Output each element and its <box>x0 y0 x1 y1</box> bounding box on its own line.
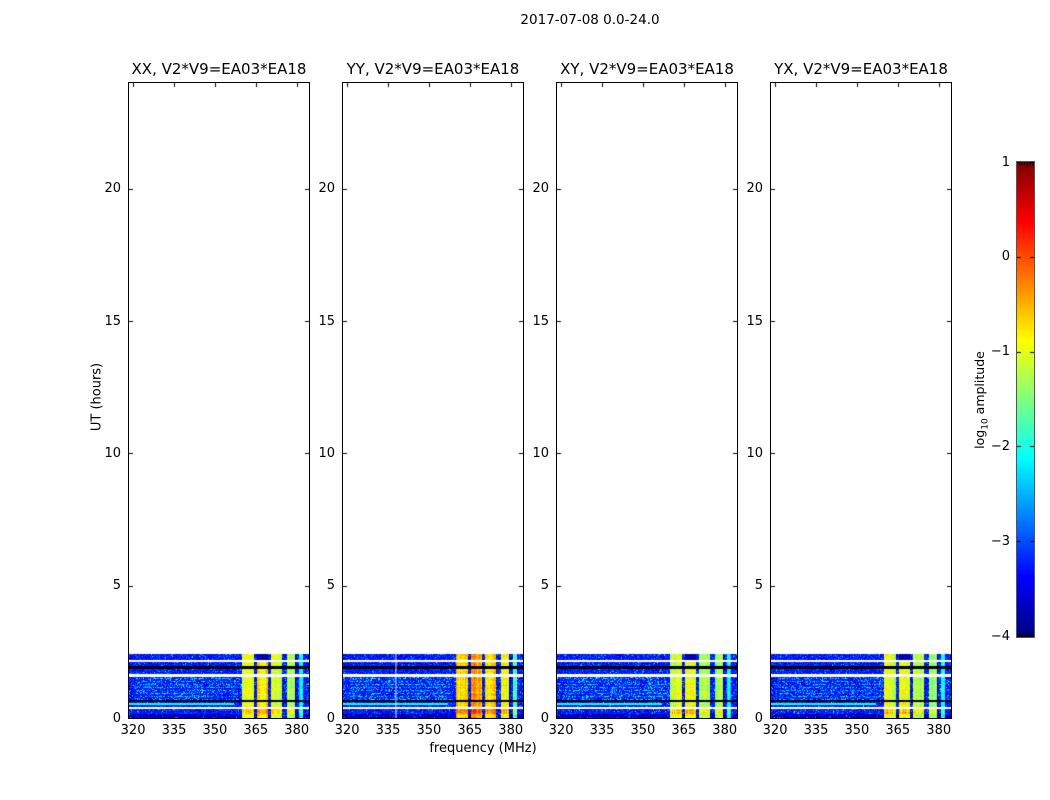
x-tick-label: 320 <box>120 723 146 738</box>
colorbar-label-sub: 10 <box>980 418 991 430</box>
colorbar-label-post: amplitude <box>971 351 987 419</box>
x-tick-label: 350 <box>416 723 442 738</box>
x-tick-label: 350 <box>202 723 228 738</box>
subplot-title-xy: XY, V2*V9=EA03*EA18 <box>560 60 734 78</box>
subplot-title-xx: XX, V2*V9=EA03*EA18 <box>131 60 307 78</box>
y-tick-label: 10 <box>746 445 763 461</box>
y-tick-label: 20 <box>104 181 121 197</box>
subplot-title-yy: YY, V2*V9=EA03*EA18 <box>346 60 520 78</box>
colorbar-tick-label: −2 <box>990 438 1010 454</box>
colorbar-tick-label: −4 <box>990 628 1010 644</box>
y-tick-label: 20 <box>318 181 335 197</box>
x-tick-label: 350 <box>630 723 656 738</box>
x-tick-label: 365 <box>885 723 911 738</box>
subplot-xx <box>128 82 310 719</box>
y-tick-label: 5 <box>112 578 121 594</box>
spectrogram-canvas-xy <box>557 83 737 718</box>
colorbar-label: log10 amplitude <box>972 351 991 449</box>
y-tick-label: 5 <box>754 578 763 594</box>
y-tick-label: 20 <box>532 181 549 197</box>
subplot-yy <box>342 82 524 719</box>
spectrogram-canvas-yx <box>771 83 951 718</box>
x-tick-label: 380 <box>284 723 310 738</box>
y-tick-label: 20 <box>746 181 763 197</box>
colorbar-label-pre: log <box>971 429 987 449</box>
y-tick-label: 15 <box>746 313 763 329</box>
y-tick-label: 0 <box>326 710 335 726</box>
y-tick-label: 15 <box>532 313 549 329</box>
subplot-title-yx: YX, V2*V9=EA03*EA18 <box>774 60 948 78</box>
x-tick-label: 335 <box>589 723 615 738</box>
x-axis-label: frequency (MHz) <box>429 741 537 756</box>
y-tick-label: 0 <box>540 710 549 726</box>
x-tick-label: 365 <box>457 723 483 738</box>
y-tick-label: 5 <box>326 578 335 594</box>
figure-title: 2017-07-08 0.0-24.0 <box>520 12 660 28</box>
x-tick-label: 335 <box>803 723 829 738</box>
colorbar-tick-label: −3 <box>990 533 1010 549</box>
x-tick-label: 320 <box>334 723 360 738</box>
y-tick-label: 10 <box>532 445 549 461</box>
y-tick-label: 5 <box>540 578 549 594</box>
x-tick-label: 365 <box>671 723 697 738</box>
y-tick-label: 10 <box>318 445 335 461</box>
y-tick-label: 0 <box>754 710 763 726</box>
y-tick-label: 15 <box>104 313 121 329</box>
subplot-xy <box>556 82 738 719</box>
x-tick-label: 380 <box>712 723 738 738</box>
x-tick-label: 380 <box>498 723 524 738</box>
spectrogram-canvas-xx <box>129 83 309 718</box>
x-tick-label: 335 <box>375 723 401 738</box>
x-tick-label: 380 <box>926 723 952 738</box>
colorbar <box>1016 161 1035 638</box>
y-tick-label: 15 <box>318 313 335 329</box>
colorbar-tick-label: 1 <box>1001 154 1010 170</box>
y-axis-label: UT (hours) <box>89 362 105 432</box>
y-tick-label: 10 <box>104 445 121 461</box>
x-tick-label: 335 <box>161 723 187 738</box>
spectrogram-canvas-yy <box>343 83 523 718</box>
x-tick-label: 320 <box>762 723 788 738</box>
x-tick-label: 320 <box>548 723 574 738</box>
subplot-yx <box>770 82 952 719</box>
x-tick-label: 350 <box>844 723 870 738</box>
colorbar-tick-label: 0 <box>1001 249 1010 265</box>
y-tick-label: 0 <box>112 710 121 726</box>
x-tick-label: 365 <box>243 723 269 738</box>
colorbar-tick-label: −1 <box>990 344 1010 360</box>
